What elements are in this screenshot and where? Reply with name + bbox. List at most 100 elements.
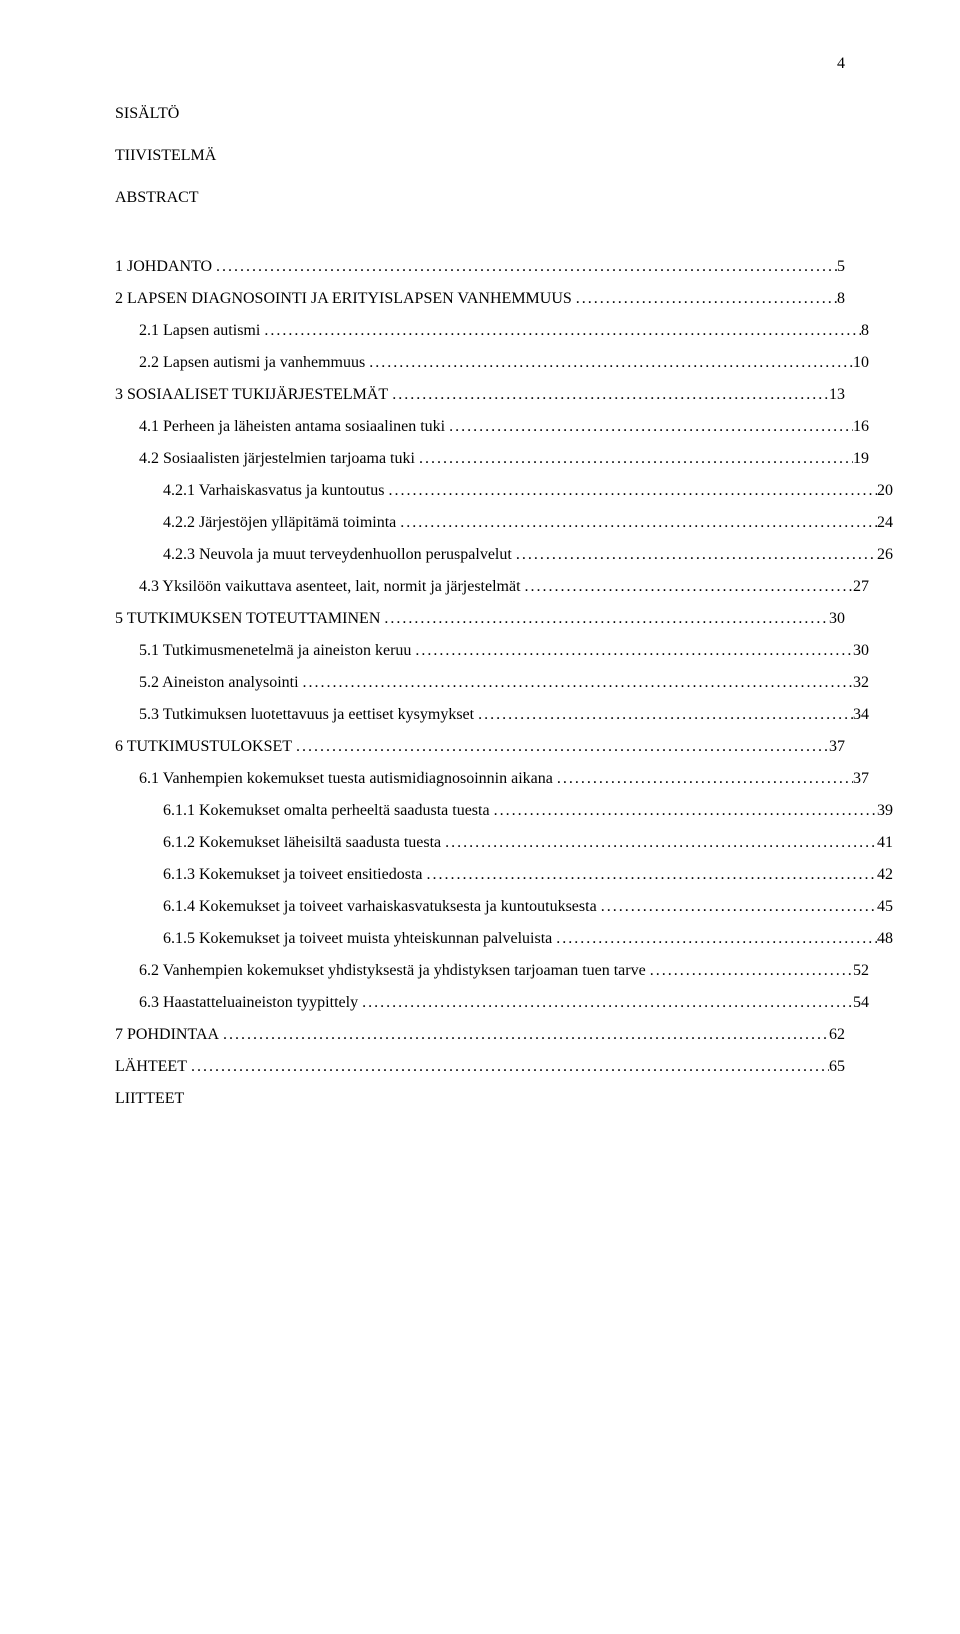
toc-entry-page: 19 bbox=[853, 447, 869, 471]
toc-entry-page: 54 bbox=[853, 991, 869, 1015]
toc-entry-title: 5 TUTKIMUKSEN TOTEUTTAMINEN bbox=[115, 607, 380, 631]
toc-entry-page: 10 bbox=[853, 351, 869, 375]
toc-entry-title: 4.2 Sosiaalisten järjestelmien tarjoama … bbox=[139, 447, 415, 471]
toc-entry-page: 13 bbox=[829, 383, 845, 407]
toc-row: 3 SOSIAALISET TUKIJÄRJESTELMÄT..........… bbox=[115, 383, 845, 407]
toc-entry-title: 2.2 Lapsen autismi ja vanhemmuus bbox=[139, 351, 365, 375]
toc-entry-title: 4.1 Perheen ja läheisten antama sosiaali… bbox=[139, 415, 445, 439]
toc-entry-page: 26 bbox=[877, 543, 893, 567]
page-number: 4 bbox=[837, 55, 845, 73]
toc-entry-title: 7 POHDINTAA bbox=[115, 1023, 219, 1047]
toc-leader-dots: ........................................… bbox=[572, 287, 837, 311]
toc-entry-page: 37 bbox=[853, 767, 869, 791]
toc-row: 5.1 Tutkimusmenetelmä ja aineiston keruu… bbox=[115, 639, 869, 663]
document-page: 4 SISÄLTÖ TIIVISTELMÄ ABSTRACT 1 JOHDANT… bbox=[0, 0, 960, 1634]
toc-leader-dots: ........................................… bbox=[260, 319, 861, 343]
toc-entry-page: 37 bbox=[829, 735, 845, 759]
toc-entry-page: 52 bbox=[853, 959, 869, 983]
toc-leader-dots: ........................................… bbox=[396, 511, 877, 535]
toc-leader-dots: ........................................… bbox=[358, 991, 853, 1015]
toc-entry-title: 5.2 Aineiston analysointi bbox=[139, 671, 299, 695]
toc-row: 6.1.2 Kokemukset läheisiltä saadusta tue… bbox=[115, 831, 893, 855]
toc-leader-dots: ........................................… bbox=[552, 927, 877, 951]
toc-entry-page: 30 bbox=[853, 639, 869, 663]
toc-entry-title: 4.2.2 Järjestöjen ylläpitämä toiminta bbox=[163, 511, 396, 535]
toc-row: 4.2.2 Järjestöjen ylläpitämä toiminta...… bbox=[115, 511, 893, 535]
toc-entry-page: 62 bbox=[829, 1023, 845, 1047]
toc-row: LIITTEET bbox=[115, 1087, 845, 1111]
toc-leader-dots: ........................................… bbox=[597, 895, 877, 919]
toc-entry-title: 6.1.3 Kokemukset ja toiveet ensitiedosta bbox=[163, 863, 423, 887]
toc-entry-title: 6 TUTKIMUSTULOKSET bbox=[115, 735, 292, 759]
toc-row: 1 JOHDANTO..............................… bbox=[115, 255, 845, 279]
toc-row: 6.3 Haastatteluaineiston tyypittely.....… bbox=[115, 991, 869, 1015]
toc-leader-dots: ........................................… bbox=[512, 543, 877, 567]
toc-row: 6.1.5 Kokemukset ja toiveet muista yhtei… bbox=[115, 927, 893, 951]
toc-leader-dots: ........................................… bbox=[441, 831, 877, 855]
toc-leader-dots: ........................................… bbox=[646, 959, 853, 983]
toc-entry-page: 27 bbox=[853, 575, 869, 599]
toc-leader-dots: ........................................… bbox=[384, 479, 877, 503]
toc-entry-page: 65 bbox=[829, 1055, 845, 1079]
toc-row: 7 POHDINTAA.............................… bbox=[115, 1023, 845, 1047]
toc-entry-title: 6.1.4 Kokemukset ja toiveet varhaiskasva… bbox=[163, 895, 597, 919]
toc-row: 4.2.1 Varhaiskasvatus ja kuntoutus......… bbox=[115, 479, 893, 503]
toc-entry-page: 34 bbox=[853, 703, 869, 727]
toc-entry-page: 24 bbox=[877, 511, 893, 535]
toc-row: 6.1.4 Kokemukset ja toiveet varhaiskasva… bbox=[115, 895, 893, 919]
toc-leader-dots: ........................................… bbox=[474, 703, 853, 727]
toc-entry-page: 41 bbox=[877, 831, 893, 855]
toc-leader-dots: ........................................… bbox=[187, 1055, 829, 1079]
toc-leader-dots: ........................................… bbox=[445, 415, 853, 439]
toc-entry-title: LIITTEET bbox=[115, 1087, 845, 1111]
toc-entry-title: 1 JOHDANTO bbox=[115, 255, 212, 279]
abstract-fi: TIIVISTELMÄ bbox=[115, 147, 845, 165]
toc-entry-title: 4.2.3 Neuvola ja muut terveydenhuollon p… bbox=[163, 543, 512, 567]
toc-row: 2.2 Lapsen autismi ja vanhemmuus........… bbox=[115, 351, 869, 375]
toc-leader-dots: ........................................… bbox=[423, 863, 878, 887]
toc-entry-title: 6.1.2 Kokemukset läheisiltä saadusta tue… bbox=[163, 831, 441, 855]
toc-row: 6.1.1 Kokemukset omalta perheeltä saadus… bbox=[115, 799, 893, 823]
toc-row: 4.2 Sosiaalisten järjestelmien tarjoama … bbox=[115, 447, 869, 471]
toc-entry-title: 6.1.5 Kokemukset ja toiveet muista yhtei… bbox=[163, 927, 552, 951]
toc-entry-page: 16 bbox=[853, 415, 869, 439]
table-of-contents: 1 JOHDANTO..............................… bbox=[115, 255, 845, 1111]
toc-leader-dots: ........................................… bbox=[490, 799, 877, 823]
toc-entry-title: 4.2.1 Varhaiskasvatus ja kuntoutus bbox=[163, 479, 384, 503]
toc-entry-title: 3 SOSIAALISET TUKIJÄRJESTELMÄT bbox=[115, 383, 388, 407]
toc-entry-title: 6.2 Vanhempien kokemukset yhdistyksestä … bbox=[139, 959, 646, 983]
toc-leader-dots: ........................................… bbox=[219, 1023, 829, 1047]
toc-entry-title: 2 LAPSEN DIAGNOSOINTI JA ERITYISLAPSEN V… bbox=[115, 287, 572, 311]
toc-row: 6.1.3 Kokemukset ja toiveet ensitiedosta… bbox=[115, 863, 893, 887]
toc-leader-dots: ........................................… bbox=[299, 671, 853, 695]
toc-entry-title: 2.1 Lapsen autismi bbox=[139, 319, 260, 343]
toc-entry-page: 30 bbox=[829, 607, 845, 631]
toc-row: 4.3 Yksilöön vaikuttava asenteet, lait, … bbox=[115, 575, 869, 599]
toc-entry-page: 8 bbox=[861, 319, 869, 343]
toc-leader-dots: ........................................… bbox=[365, 351, 853, 375]
toc-entry-title: 5.1 Tutkimusmenetelmä ja aineiston keruu bbox=[139, 639, 411, 663]
toc-entry-page: 20 bbox=[877, 479, 893, 503]
toc-leader-dots: ........................................… bbox=[212, 255, 837, 279]
toc-leader-dots: ........................................… bbox=[388, 383, 829, 407]
toc-row: 2 LAPSEN DIAGNOSOINTI JA ERITYISLAPSEN V… bbox=[115, 287, 845, 311]
toc-leader-dots: ........................................… bbox=[411, 639, 853, 663]
toc-row: 4.1 Perheen ja läheisten antama sosiaali… bbox=[115, 415, 869, 439]
toc-heading: SISÄLTÖ bbox=[115, 105, 845, 123]
toc-row: 5 TUTKIMUKSEN TOTEUTTAMINEN.............… bbox=[115, 607, 845, 631]
toc-entry-title: 6.3 Haastatteluaineiston tyypittely bbox=[139, 991, 358, 1015]
toc-row: LÄHTEET.................................… bbox=[115, 1055, 845, 1079]
toc-entry-title: 6.1.1 Kokemukset omalta perheeltä saadus… bbox=[163, 799, 490, 823]
toc-leader-dots: ........................................… bbox=[292, 735, 829, 759]
toc-entry-page: 5 bbox=[837, 255, 845, 279]
toc-row: 6 TUTKIMUSTULOKSET......................… bbox=[115, 735, 845, 759]
toc-entry-title: LÄHTEET bbox=[115, 1055, 187, 1079]
toc-entry-title: 4.3 Yksilöön vaikuttava asenteet, lait, … bbox=[139, 575, 521, 599]
toc-leader-dots: ........................................… bbox=[553, 767, 853, 791]
abstract-en: ABSTRACT bbox=[115, 189, 845, 207]
toc-leader-dots: ........................................… bbox=[415, 447, 853, 471]
toc-row: 5.2 Aineiston analysointi...............… bbox=[115, 671, 869, 695]
front-matter: SISÄLTÖ TIIVISTELMÄ ABSTRACT bbox=[115, 105, 845, 207]
toc-leader-dots: ........................................… bbox=[521, 575, 853, 599]
toc-entry-page: 42 bbox=[877, 863, 893, 887]
